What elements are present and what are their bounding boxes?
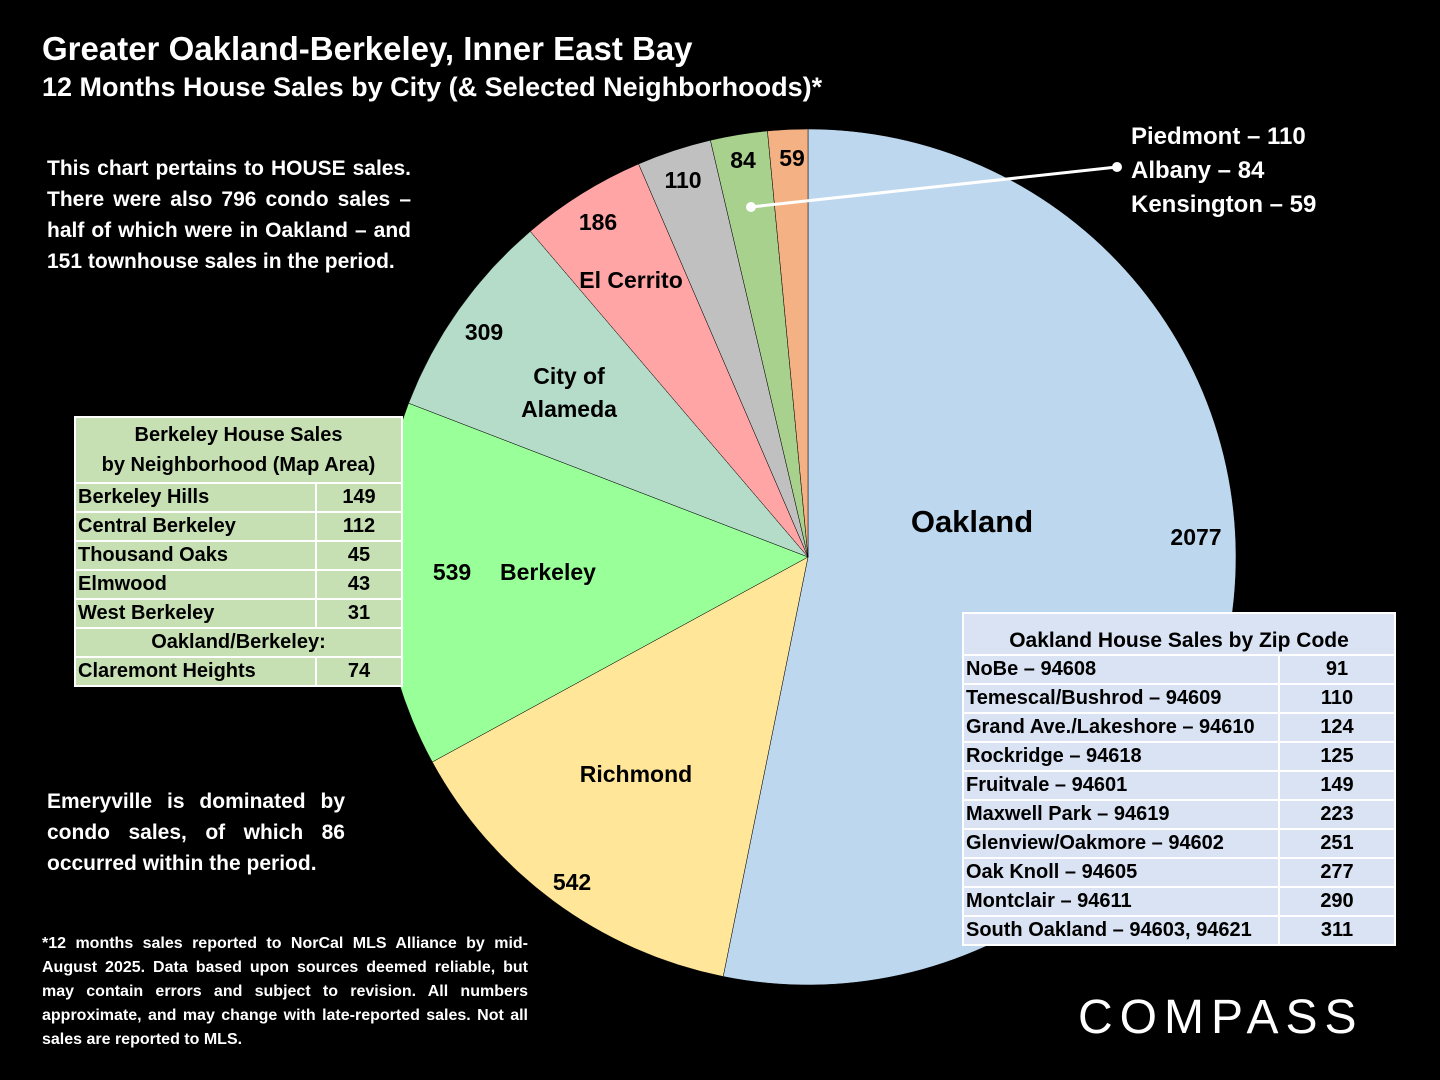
callout-line: Albany – 84 <box>1131 157 1265 184</box>
table-row: Glenview/Oakmore – 94602 251 <box>962 828 1396 859</box>
callout-line: Kensington – 59 <box>1131 191 1317 218</box>
table-row: NoBe – 94608 91 <box>962 654 1396 685</box>
callout-leader-line <box>750 165 1118 209</box>
table-row: Elmwood 43 <box>74 569 403 600</box>
slice-name-label: Berkeley <box>500 559 596 585</box>
callout-line: Piedmont – 110 <box>1131 123 1306 150</box>
oakland-table-title: Oakland House Sales by Zip Code <box>962 612 1396 656</box>
page-title: Greater Oakland-Berkeley, Inner East Bay <box>42 30 693 67</box>
slice-name-label: City of Alameda <box>521 363 617 422</box>
pie-slice-small-7 <box>767 128 809 558</box>
pie-slice-richmond <box>431 556 809 977</box>
callout-dot <box>746 202 756 212</box>
table-row: Montclair – 94611 290 <box>962 886 1396 917</box>
table-row: Temescal/Bushrod – 94609 110 <box>962 683 1396 714</box>
table-subheader: Oakland/Berkeley: <box>74 627 403 658</box>
slice-name-label: El Cerrito <box>579 267 683 293</box>
table-row: Grand Ave./Lakeshore – 94610 124 <box>962 712 1396 743</box>
oakland-zip-table: Oakland House Sales by Zip Code NoBe – 9… <box>962 612 1396 946</box>
table-row: Oak Knoll – 94605 277 <box>962 857 1396 888</box>
table-row: Berkeley Hills 149 <box>74 482 403 513</box>
table-row: Thousand Oaks 45 <box>74 540 403 571</box>
slice-value-label: 2077 <box>1170 524 1221 550</box>
table-row: Claremont Heights 74 <box>74 656 403 687</box>
footnote: *12 months sales reported to NorCal MLS … <box>42 935 528 1048</box>
slice-value-label: 110 <box>664 167 701 193</box>
slice-value-label: 539 <box>433 559 471 585</box>
berkeley-table-title: Berkeley House Sales by Neighborhood (Ma… <box>74 416 403 484</box>
slice-name-label: Oakland <box>911 504 1033 539</box>
pie-slice-city-of-alameda <box>408 231 809 558</box>
emeryville-note: Emeryville is dominated by condo sales, … <box>47 790 345 875</box>
compass-logo: COMPASS <box>1078 991 1364 1044</box>
slice-value-label: 84 <box>730 147 756 173</box>
table-row: West Berkeley 31 <box>74 598 403 629</box>
table-row: Rockridge – 94618 125 <box>962 741 1396 772</box>
callout-dot <box>1112 162 1122 172</box>
slice-name-label: Richmond <box>580 761 692 787</box>
table-row: Central Berkeley 112 <box>74 511 403 542</box>
berkeley-neighborhood-table: Berkeley House Sales by Neighborhood (Ma… <box>74 416 403 687</box>
house-sales-note: This chart pertains to HOUSE sales. Ther… <box>47 157 411 273</box>
slice-value-label: 542 <box>553 869 591 895</box>
table-row: Fruitvale – 94601 149 <box>962 770 1396 801</box>
slice-value-label: 186 <box>579 209 617 235</box>
table-row: South Oakland – 94603, 94621 311 <box>962 915 1396 946</box>
slice-value-label: 59 <box>779 145 805 171</box>
page-subtitle: 12 Months House Sales by City (& Selecte… <box>42 72 823 102</box>
table-row: Maxwell Park – 94619 223 <box>962 799 1396 830</box>
small-cities-callout: Piedmont – 110 Albany – 84 Kensington – … <box>1131 120 1316 222</box>
slice-value-label: 309 <box>465 319 503 345</box>
